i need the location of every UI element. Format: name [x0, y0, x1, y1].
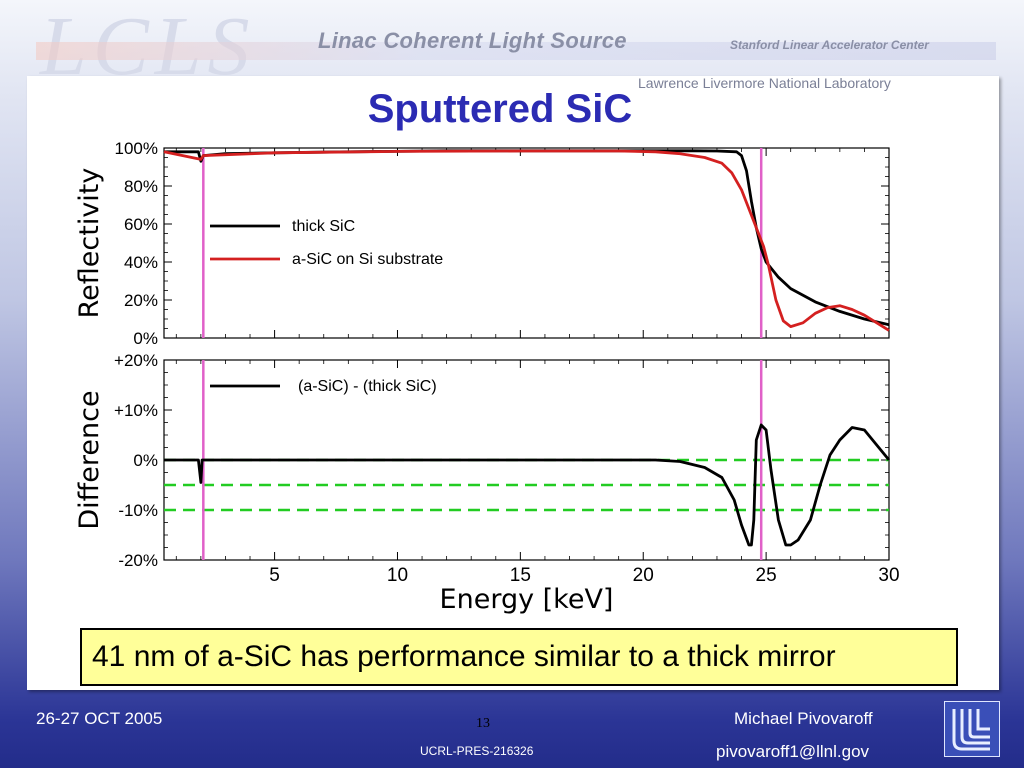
- x-tick-label: 15: [510, 565, 531, 586]
- y-tick-label: +20%: [114, 351, 158, 370]
- x-axis-label: Energy [keV]: [440, 584, 614, 615]
- legend-label: thick SiC: [292, 218, 355, 235]
- llnl-logo-icon: [944, 701, 1000, 757]
- slide-number: 13: [476, 716, 490, 731]
- y-tick-label: 0%: [133, 329, 158, 348]
- x-tick-label: 30: [878, 565, 899, 586]
- x-tick-label: 20: [633, 565, 654, 586]
- legend-label: a-SiC on Si substrate: [292, 251, 443, 268]
- slide-header: LCLS Linac Coherent Light Source Stanfor…: [0, 0, 1024, 92]
- series-line-0-1: [163, 149, 890, 332]
- y-tick-label: 40%: [124, 253, 158, 272]
- report-id: UCRL-PRES-216326: [420, 744, 534, 758]
- y-tick-label: +10%: [114, 401, 158, 420]
- lab-name: Lawrence Livermore National Laboratory: [638, 75, 891, 91]
- y-axis-label: Reflectivity: [74, 168, 105, 319]
- organization-name: Linac Coherent Light Source: [318, 28, 627, 53]
- content-panel: [27, 76, 999, 690]
- footer-date: 26-27 OCT 2005: [36, 709, 163, 728]
- y-tick-label: 80%: [124, 177, 158, 196]
- series-line-0-0: [164, 149, 890, 327]
- header-decorative-band: [36, 42, 996, 60]
- footer-author: Michael Pivovaroff: [734, 709, 873, 728]
- y-tick-label: -20%: [118, 551, 158, 570]
- y-tick-label: 0%: [133, 451, 158, 470]
- center-name: Stanford Linear Accelerator Center: [730, 38, 929, 52]
- slide-title: Sputtered SiC: [367, 87, 633, 131]
- footer-email: pivovaroff1@llnl.gov: [716, 742, 870, 761]
- x-tick-label: 5: [269, 565, 280, 586]
- y-tick-label: 20%: [124, 291, 158, 310]
- x-tick-label: 10: [387, 565, 408, 586]
- y-tick-label: -10%: [118, 501, 158, 520]
- legend-label: (a-SiC) - (thick SiC): [298, 378, 437, 395]
- y-tick-label: 100%: [115, 139, 158, 158]
- callout-box: 41 nm of a-SiC has performance similar t…: [80, 628, 958, 686]
- y-tick-label: 60%: [124, 215, 158, 234]
- series-line-1-0: [164, 423, 891, 547]
- y-axis-label: Difference: [74, 390, 105, 529]
- x-tick-label: 25: [756, 565, 777, 586]
